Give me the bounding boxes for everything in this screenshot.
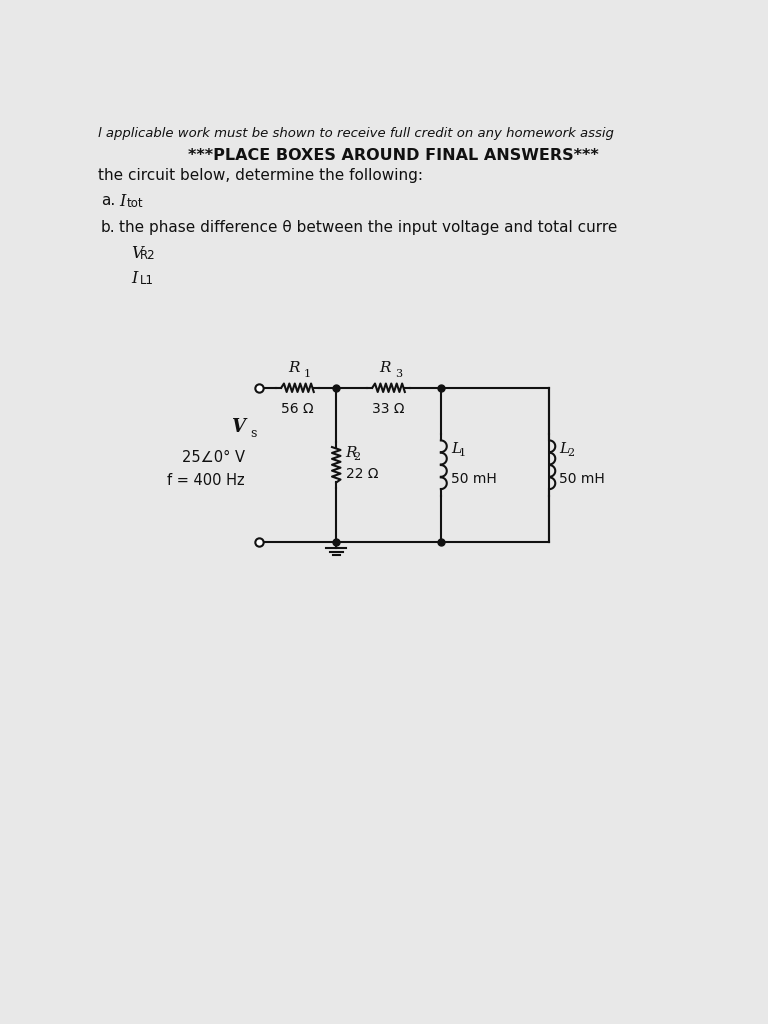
Text: 25∠0° V: 25∠0° V — [182, 450, 245, 465]
Text: a.: a. — [101, 193, 115, 208]
Text: f = 400 Hz: f = 400 Hz — [167, 473, 245, 487]
Text: 3: 3 — [395, 369, 402, 379]
Text: 50 mH: 50 mH — [559, 472, 605, 485]
Text: tot: tot — [127, 197, 144, 210]
Text: the circuit below, determine the following:: the circuit below, determine the followi… — [98, 168, 422, 183]
Text: R2: R2 — [141, 249, 156, 262]
Text: R: R — [346, 446, 357, 460]
Text: R: R — [289, 360, 300, 375]
Text: R: R — [379, 360, 391, 375]
Text: 56 Ω: 56 Ω — [281, 401, 314, 416]
Text: I: I — [119, 193, 126, 210]
Text: l applicable work must be shown to receive full credit on any homework assig: l applicable work must be shown to recei… — [98, 128, 614, 140]
Text: 22 Ω: 22 Ω — [346, 467, 378, 481]
Text: L: L — [559, 442, 570, 457]
Text: L1: L1 — [141, 273, 154, 287]
Text: the phase difference θ between the input voltage and total curre: the phase difference θ between the input… — [119, 220, 617, 234]
Text: 2: 2 — [568, 449, 574, 458]
Text: s: s — [250, 427, 257, 440]
Text: V: V — [131, 246, 143, 262]
Text: I: I — [131, 270, 138, 287]
Text: V: V — [231, 418, 245, 435]
Text: 1: 1 — [458, 449, 466, 458]
Text: 1: 1 — [303, 369, 311, 379]
Text: 50 mH: 50 mH — [451, 472, 497, 485]
Text: b.: b. — [101, 220, 115, 234]
Text: 2: 2 — [353, 452, 360, 462]
Text: ***PLACE BOXES AROUND FINAL ANSWERS***: ***PLACE BOXES AROUND FINAL ANSWERS*** — [188, 147, 599, 163]
Text: L: L — [451, 442, 461, 457]
Text: 33 Ω: 33 Ω — [372, 401, 405, 416]
